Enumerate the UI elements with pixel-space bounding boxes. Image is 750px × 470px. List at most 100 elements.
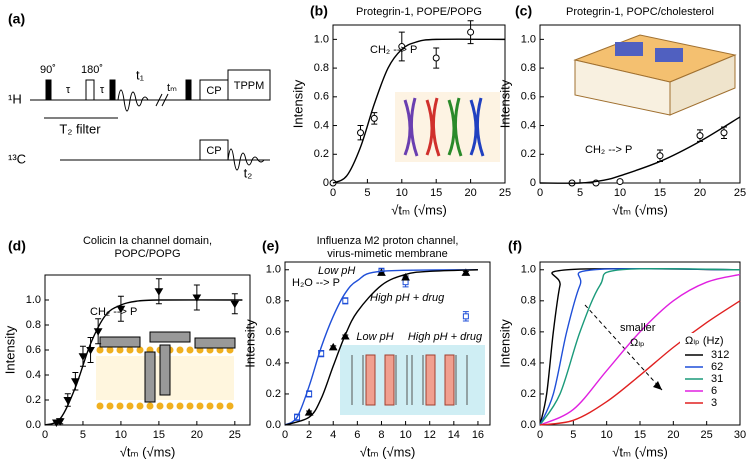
y-tick-label: 0.2 — [314, 148, 329, 160]
annotation: CH₂ --> P — [585, 144, 632, 156]
lipid-head — [96, 346, 104, 354]
x-tick-label: 12 — [424, 429, 436, 441]
inset-illustration — [573, 34, 737, 116]
channel-label: ¹³C — [8, 151, 26, 166]
lipid-head — [136, 346, 144, 354]
x-tick-label: 10 — [396, 187, 408, 199]
lipid-head — [166, 402, 174, 410]
panel-label: (b) — [310, 3, 328, 19]
x-tick-label: 0 — [537, 429, 543, 441]
protein — [615, 42, 643, 56]
y-tick-label: 0.6 — [521, 326, 536, 338]
x-tick-label: 0 — [330, 187, 336, 199]
lipid-head — [96, 402, 104, 410]
channel — [444, 354, 455, 406]
x-tick-label: 0 — [537, 187, 543, 199]
data-point — [377, 268, 386, 276]
data-point — [192, 294, 202, 302]
fit-line — [284, 269, 478, 426]
y-tick-label: 1.0 — [314, 33, 329, 45]
x-tick-label: 25 — [229, 429, 241, 441]
pulse-90b — [109, 79, 116, 101]
chart-title: POPC/POPG — [114, 248, 180, 260]
helix — [194, 337, 236, 349]
y-axis-label: Intensity — [290, 79, 305, 128]
x-tick-label: 2 — [306, 429, 312, 441]
data-point — [230, 300, 240, 309]
lipid-head — [156, 402, 164, 410]
data-point — [328, 342, 338, 351]
data-point — [401, 273, 410, 281]
data-point — [342, 297, 349, 304]
y-tick-label: 0 — [530, 177, 536, 189]
pulse-label: 180˚ — [81, 64, 103, 76]
y-tick-label: 0.4 — [266, 357, 281, 369]
y-tick-label: 0.6 — [521, 91, 536, 103]
protein — [655, 48, 683, 62]
x-axis-label: √tₘ (√ms) — [391, 202, 447, 217]
lipid-head — [146, 402, 154, 410]
data-point — [78, 353, 88, 361]
helix — [99, 336, 141, 348]
data-point — [696, 132, 704, 140]
helix — [159, 344, 171, 396]
delay-label: tₘ — [167, 82, 177, 94]
helix — [144, 351, 156, 403]
delay-label: t₁ — [136, 67, 145, 82]
pulse-90 — [45, 79, 52, 101]
y-tick-label: 0 — [323, 177, 329, 189]
data-point — [616, 178, 624, 186]
x-tick-label: 5 — [570, 429, 576, 441]
x-tick-label: 20 — [667, 429, 679, 441]
delay-label: τ — [100, 84, 105, 96]
annotation: High pH + drug — [370, 292, 445, 304]
box-label: CP — [206, 145, 221, 157]
plot-frame — [539, 24, 741, 184]
x-tick-label: 30 — [734, 429, 746, 441]
pulse-label: 90˚ — [40, 64, 56, 76]
y-tick-label: 0.8 — [521, 295, 536, 307]
lipid-head — [116, 402, 124, 410]
data-point — [304, 408, 314, 416]
channel — [425, 354, 436, 406]
lipid-head — [136, 402, 144, 410]
legend-label: 31 — [711, 373, 723, 385]
lipid-head — [196, 402, 204, 410]
legend-label: 312 — [711, 349, 729, 361]
x-axis-label: √tₘ (√ms) — [612, 444, 668, 459]
protein-strand — [425, 97, 441, 157]
fit-line — [539, 273, 741, 426]
data-point — [154, 288, 164, 296]
x-tick-label: 15 — [654, 187, 666, 199]
filter-label: T₂ filter — [59, 121, 101, 136]
legend-title: Ωₗₚ (Hz) — [685, 335, 724, 347]
panel-label: (a) — [8, 11, 25, 27]
y-tick-label: 0.4 — [26, 369, 41, 381]
lipid-head — [116, 346, 124, 354]
data-point — [656, 152, 664, 160]
data-point — [720, 129, 728, 137]
y-axis-label: Intensity — [242, 319, 257, 368]
tppm-box — [227, 69, 271, 101]
channel — [365, 354, 376, 406]
helix — [149, 331, 191, 343]
x-tick-label: 25 — [499, 187, 511, 199]
arrow-head — [653, 381, 662, 390]
pulse-180 — [85, 79, 95, 101]
inset-illustration: Low pH High pH + drug — [340, 331, 485, 415]
data-point — [467, 28, 475, 36]
panel-label: (c) — [515, 3, 532, 19]
y-tick-label: 0.8 — [521, 62, 536, 74]
data-point — [462, 313, 469, 320]
y-tick-label: 0.2 — [266, 388, 281, 400]
data-point — [432, 54, 440, 62]
x-tick-label: 6 — [354, 429, 360, 441]
inset-illustration — [395, 92, 500, 162]
chart-title: virus-mimetic membrane — [327, 248, 447, 260]
panel-label: (d) — [8, 238, 26, 254]
y-tick-label: 0.6 — [266, 326, 281, 338]
panel-label: (e) — [262, 238, 279, 254]
lipid-head — [176, 402, 184, 410]
x-tick-label: 15 — [634, 429, 646, 441]
